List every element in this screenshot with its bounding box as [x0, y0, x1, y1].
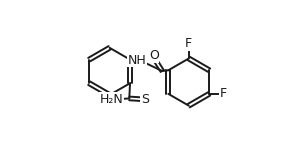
- Text: O: O: [149, 49, 159, 62]
- Text: S: S: [141, 93, 149, 106]
- Text: H₂N: H₂N: [100, 93, 124, 106]
- Text: F: F: [220, 87, 227, 100]
- Text: NH: NH: [128, 54, 147, 67]
- Text: F: F: [185, 37, 192, 50]
